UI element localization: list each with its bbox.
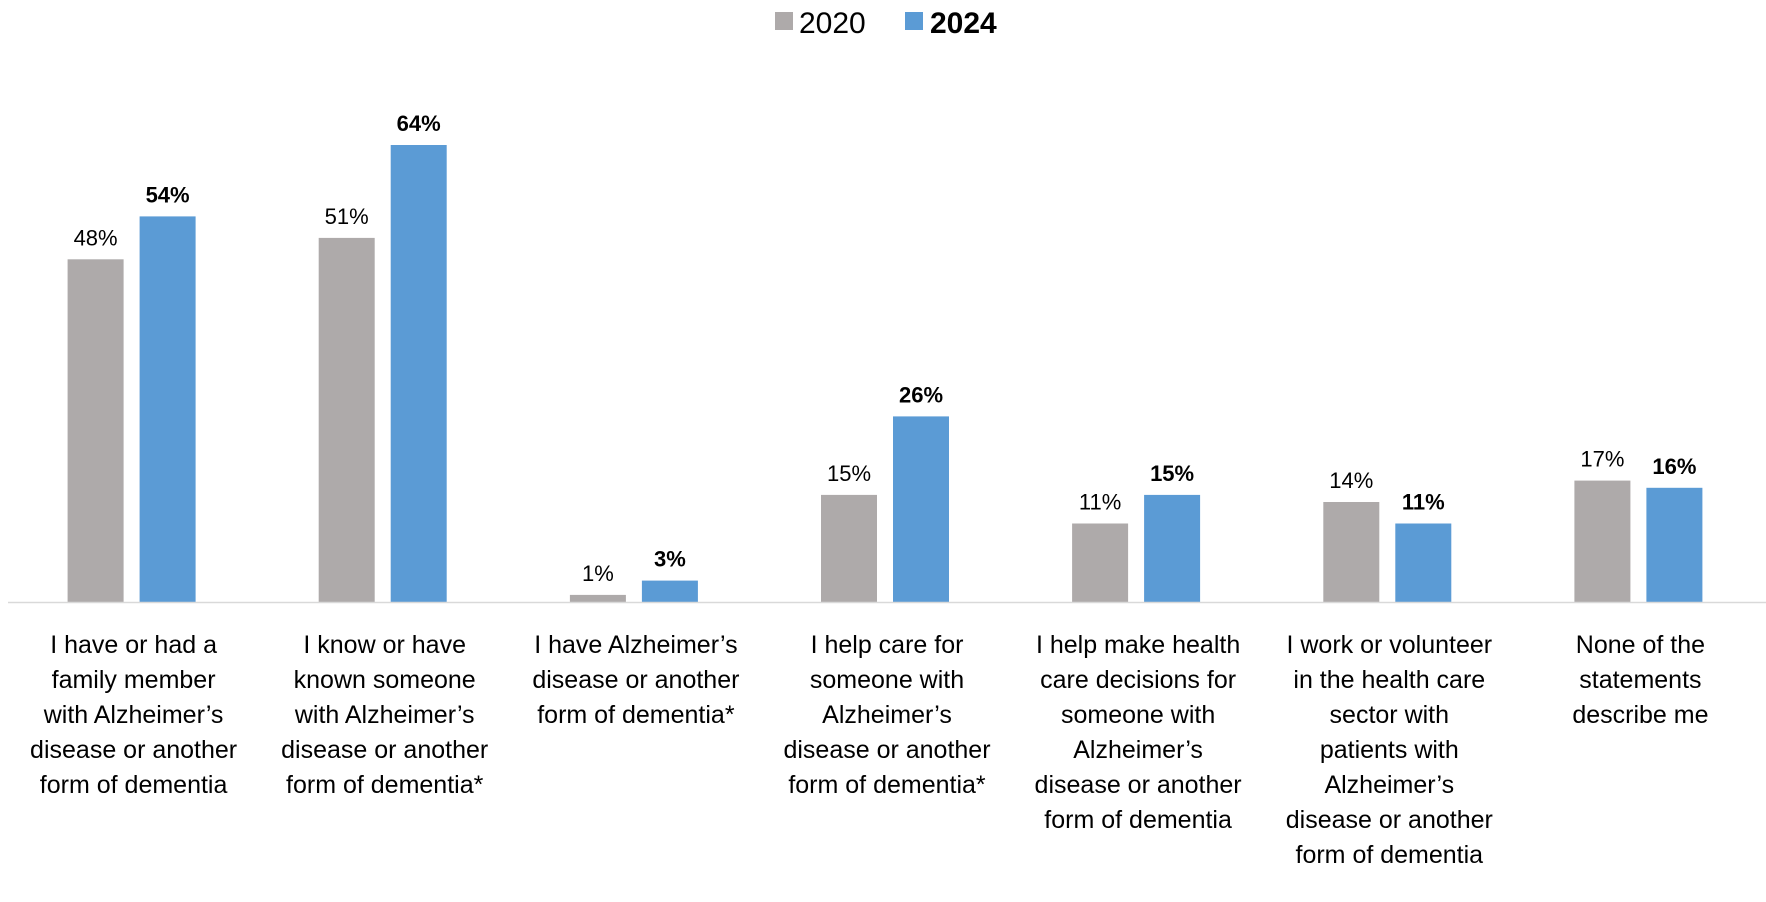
category-label-3: I have Alzheimer’s disease or another form… [532, 631, 739, 729]
category-label-line: patients with [1320, 736, 1459, 764]
category-label-line: Alzheimer’s [1073, 736, 1203, 764]
bars [67, 145, 1703, 602]
value-label-2020-7: 17% [1580, 447, 1624, 472]
value-label-2024-5: 15% [1150, 461, 1194, 486]
category-label-line: family member [52, 666, 216, 694]
bar-2020-3 [569, 594, 626, 602]
category-label-line: form of dementia [40, 771, 228, 799]
category-label-line: disease or another [532, 666, 739, 694]
category-label-line: someone with [1061, 701, 1215, 729]
category-label-line: form of dementia* [286, 771, 484, 799]
category-label-line: I help make health [1036, 631, 1240, 659]
category-label-line: statements [1579, 666, 1701, 694]
legend-swatch-2020 [775, 12, 793, 30]
category-label-line: someone with [810, 666, 964, 694]
category-label-line: form of dementia* [537, 701, 735, 729]
value-labels: 48% 54% 51% 64% 1% 3% 15% 26% 11% 15% 14% 11% 17% 16% [74, 111, 1697, 586]
bar-2020-2 [318, 237, 375, 602]
category-label-line: known someone [294, 666, 476, 694]
category-label-1: I have or had a family member with Alzheim… [30, 631, 237, 799]
value-label-2020-4: 15% [827, 461, 871, 486]
category-label-line: I have Alzheimer’s [534, 631, 737, 659]
bar-2020-1 [67, 259, 124, 602]
category-label-line: disease or another [1286, 806, 1493, 834]
value-label-2024-6: 11% [1402, 490, 1445, 515]
category-label-line: disease or another [783, 736, 990, 764]
category-label-line: Alzheimer’s [1324, 771, 1454, 799]
category-label-2: I know or have known someone with Alzheime… [281, 631, 488, 799]
value-label-2020-3: 1% [582, 561, 614, 586]
value-label-2020-6: 14% [1329, 468, 1373, 493]
category-label-line: I work or volunteer [1286, 631, 1492, 659]
category-label-line: in the health care [1293, 666, 1485, 694]
category-label-line: care decisions for [1040, 666, 1236, 694]
category-label-line: form of dementia [1044, 806, 1232, 834]
legend-label-2020: 2020 [799, 7, 866, 40]
bar-2020-5 [1072, 523, 1129, 602]
bar-2020-6 [1323, 502, 1380, 602]
category-labels: I have or had a family member with Alzheim… [30, 631, 1708, 869]
bar-2024-5 [1144, 494, 1201, 602]
value-label-2020-5: 11% [1079, 490, 1121, 515]
value-label-2024-7: 16% [1652, 454, 1696, 479]
category-label-line: describe me [1572, 701, 1708, 729]
value-label-2024-2: 64% [397, 111, 441, 136]
category-label-4: I help care for someone with Alzheimer’s di… [783, 631, 990, 799]
bar-2024-1 [139, 216, 196, 602]
category-label-line: disease or another [30, 736, 237, 764]
legend-label-2024: 2024 [930, 7, 997, 40]
category-label-line: form of dementia* [788, 771, 986, 799]
bar-2024-3 [641, 580, 698, 602]
value-label-2024-1: 54% [146, 182, 190, 207]
value-label-2024-3: 3% [654, 547, 686, 572]
category-label-line: form of dementia [1296, 841, 1484, 869]
category-label-line: Alzheimer’s [822, 701, 952, 729]
category-label-line: disease or another [1035, 771, 1242, 799]
category-label-6: I work or volunteer in the health care sec… [1286, 631, 1493, 869]
category-label-5: I help make health care decisions for some… [1035, 631, 1242, 834]
bar-2024-7 [1646, 487, 1703, 602]
category-label-line: I know or have [303, 631, 466, 659]
bar-2024-2 [390, 145, 447, 602]
bar-2020-4 [821, 494, 877, 602]
category-label-line: with Alzheimer’s [294, 701, 475, 729]
bar-2024-4 [893, 416, 949, 602]
category-label-line: I help care for [811, 631, 964, 659]
category-label-line: with Alzheimer’s [43, 701, 224, 729]
value-label-2020-1: 48% [74, 225, 118, 250]
category-label-line: I have or had a [50, 631, 217, 659]
bar-2020-7 [1574, 480, 1631, 602]
value-label-2024-4: 26% [899, 382, 943, 407]
category-label-line: sector with [1330, 701, 1449, 729]
category-label-line: disease or another [281, 736, 488, 764]
category-label-line: None of the [1576, 631, 1705, 659]
value-label-2020-2: 51% [325, 204, 369, 229]
bar-2024-6 [1395, 523, 1452, 602]
legend: 2020 2024 [775, 7, 997, 40]
legend-swatch-2024 [905, 12, 923, 30]
category-label-7: None of the statements describe me [1572, 631, 1708, 729]
